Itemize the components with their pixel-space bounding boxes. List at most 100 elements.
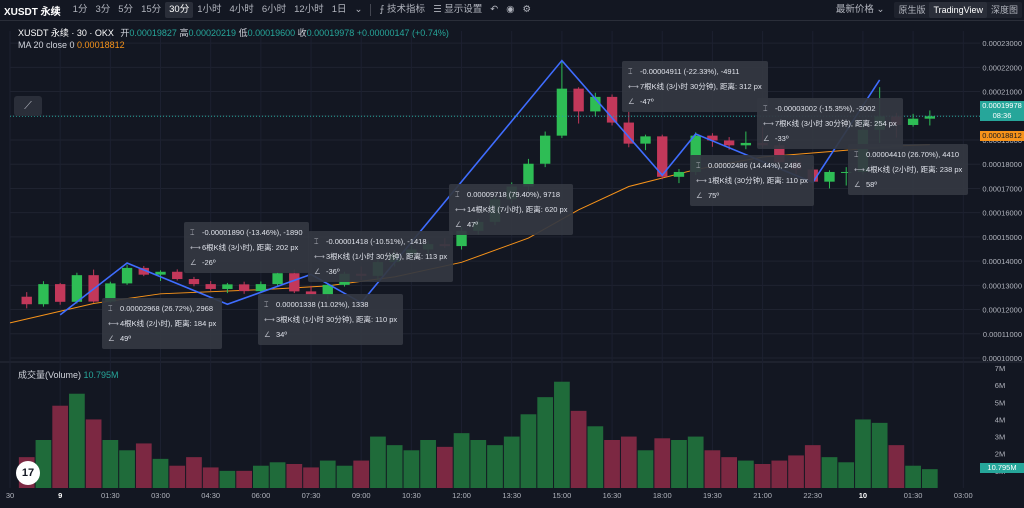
volume-bar (436, 446, 453, 488)
measure-bars: 7根K线 (3小时 30分钟), 距离: 254 px (775, 119, 897, 128)
angle-icon: ∠ (628, 97, 635, 106)
time-tick-label: 18:00 (653, 491, 672, 500)
candle-body (824, 171, 835, 182)
measure-price: -0.00004911 (-22.33%), -4911 (640, 67, 740, 76)
interval-30m[interactable]: 30分 (165, 2, 194, 18)
ma-value: 0.00018812 (77, 40, 125, 50)
symbol-name[interactable]: XUSDT 永续 (4, 6, 61, 18)
interval-5m[interactable]: 5分 (118, 4, 134, 15)
volume-bar (102, 440, 119, 488)
measure-bars: 4根K线 (2小时), 距离: 238 px (866, 165, 963, 174)
chart-type-native[interactable]: 原生版 (898, 5, 926, 15)
volume-bar (855, 419, 871, 488)
volume-bar (353, 460, 370, 488)
interval-15m[interactable]: 15分 (141, 4, 162, 15)
volume-bar (637, 450, 654, 488)
measure-box[interactable]: ⌶ 0.00001338 (11.02%), 1338 ⟷3根K线 (1小时 30… (258, 294, 404, 345)
interval-dropdown-icon[interactable]: ⌄ (354, 4, 363, 15)
volume-bar (821, 457, 838, 488)
measure-box[interactable]: ⌶ -0.00004911 (-22.33%), -4911 ⟷7根K线 (3小时… (622, 61, 768, 112)
volume-tag-value: 10.795M (987, 463, 1017, 472)
candle-body (623, 122, 634, 144)
time-tick-label: 10:30 (402, 491, 421, 500)
interval-3m[interactable]: 3分 (95, 4, 111, 15)
measure-angle: 49º (120, 334, 132, 343)
volume-bar (838, 462, 855, 488)
volume-bar (69, 393, 85, 488)
candle-body (255, 284, 267, 292)
volume-tick-label: 5M (995, 398, 1005, 407)
top-toolbar: XUSDT 永续 1分 3分 5分 15分 30分 1小时 4小时 6小时 12… (0, 0, 1024, 21)
price-tick-label: 0.00021000 (982, 88, 1022, 97)
legend-open-label: 开 (120, 28, 130, 38)
interval-1m[interactable]: 1分 (72, 4, 88, 15)
volume-bar (236, 470, 252, 488)
volume-bar (420, 440, 436, 488)
measure-box[interactable]: ⌶ 0.00002968 (26.72%), 2968 ⟷4根K线 (2小时), … (102, 298, 223, 349)
volume-bar (671, 440, 687, 488)
measure-angle: 75º (708, 191, 720, 200)
volume-bar (286, 464, 303, 488)
chart-type-depth[interactable]: 深度图 (990, 5, 1018, 15)
fullscreen-icon[interactable]: ⚙ (522, 4, 532, 15)
volume-bar (771, 460, 788, 488)
interval-1d[interactable]: 1日 (331, 4, 347, 15)
volume-bar (403, 450, 420, 488)
time-tick-label: 04:30 (201, 491, 220, 500)
measure-box[interactable]: ⌶ -0.00001418 (-10.51%), -1418 ⟷3根K线 (1小时… (308, 231, 454, 282)
time-tick-label: 22:30 (803, 491, 822, 500)
angle-icon: ∠ (696, 191, 703, 200)
time-tick-label: 03:00 (151, 491, 170, 500)
measure-angle: 58º (866, 180, 878, 189)
measure-angle: 47º (467, 220, 479, 229)
measure-price: 0.00004410 (26.70%), 4410 (866, 150, 959, 159)
price-tick-label: 0.00015000 (982, 233, 1022, 242)
interval-6h[interactable]: 6小时 (261, 4, 287, 15)
ruler-tool-icon[interactable]: ⟋ (14, 96, 42, 116)
chart-type-tradingview[interactable]: TradingView (929, 2, 987, 18)
candle-body (606, 96, 618, 123)
measure-box[interactable]: ⌶ -0.00003002 (-15.35%), -3002 ⟷7根K线 (3小时… (757, 98, 903, 149)
measure-box[interactable]: ⌶ 0.00004410 (26.70%), 4410 ⟷4根K线 (2小时), … (848, 144, 969, 195)
candle-body (523, 163, 534, 187)
undo-icon[interactable]: ↶ (490, 4, 499, 15)
measure-price: 0.00009718 (79.40%), 9718 (467, 190, 560, 199)
indicators-label: 技术指标 (387, 4, 426, 15)
measure-bars: 7根K线 (3小时 30分钟), 距离: 312 px (640, 82, 762, 91)
interval-12h[interactable]: 12小时 (294, 4, 324, 15)
height-icon: ⌶ (696, 161, 701, 170)
volume-bar (804, 445, 821, 488)
width-icon: ⟷ (455, 205, 466, 214)
indicators-button[interactable]: ⨍ 技术指标 (375, 2, 429, 18)
display-settings-button[interactable]: ☰ 显示设置 (429, 2, 486, 18)
angle-icon: ∠ (854, 180, 861, 189)
price-tick-label: 0.00016000 (982, 209, 1022, 218)
time-tick-label: 13:30 (502, 491, 521, 500)
height-icon: ⌶ (455, 190, 460, 199)
time-tick-label: 9 (58, 491, 62, 500)
volume-legend: 成交量(Volume) 10.795M (18, 368, 119, 381)
width-icon: ⟷ (763, 119, 774, 128)
price-tick-label: 0.00023000 (982, 39, 1022, 48)
measure-box[interactable]: ⌶ 0.00009718 (79.40%), 9718 ⟷14根K线 (7小时),… (449, 184, 574, 235)
camera-icon[interactable]: ◉ (506, 4, 515, 15)
candle-body (322, 284, 333, 296)
price-tick-label: 0.00013000 (982, 281, 1022, 290)
measure-angle: -26º (202, 258, 216, 267)
candle-body (690, 135, 701, 172)
interval-4h[interactable]: 4小时 (229, 4, 254, 15)
measure-box[interactable]: ⌶ -0.00001890 (-13.46%), -1890 ⟷6根K线 (3小时… (184, 222, 309, 273)
chart-canvas[interactable]: 0.000230000.000220000.000210000.00020000… (0, 20, 1024, 508)
volume-bar (905, 465, 921, 488)
volume-bar (169, 465, 186, 488)
volume-bar (620, 436, 637, 488)
interval-1h[interactable]: 1小时 (197, 4, 222, 15)
time-tick-label: 03:00 (954, 491, 973, 500)
candle-body (289, 273, 300, 292)
width-icon: ⟷ (108, 319, 119, 328)
tradingview-logo-icon[interactable]: 17 (16, 461, 40, 485)
time-tick-label: 01:30 (904, 491, 923, 500)
latest-price-dropdown[interactable]: 最新价格 ⌄ (835, 4, 885, 15)
measure-box[interactable]: ⌶ 0.00002486 (14.44%), 2486 ⟷1根K线 (30分钟),… (690, 155, 814, 206)
candle-body (573, 88, 584, 112)
